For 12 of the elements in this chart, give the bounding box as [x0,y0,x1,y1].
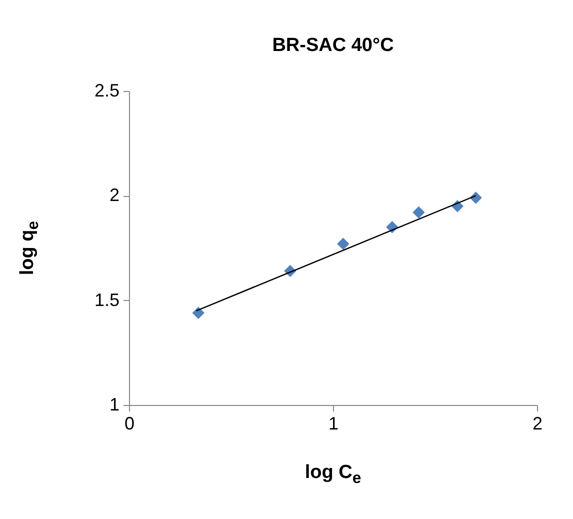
chart-title: BR-SAC 40°C [272,35,394,56]
y-tick-label: 2.5 [94,80,120,100]
point [412,206,425,219]
y-tick-label: 1.5 [94,290,120,310]
x-tick-label: 0 [124,414,135,434]
point [337,238,350,250]
x-tick-label: 1 [328,414,339,434]
y-tick-label: 2 [109,185,120,206]
y-tick-label: 1 [109,394,120,414]
point [192,306,204,320]
x-axis-title: log C$_{e}$ [304,462,362,488]
x-tick-label: 2 [532,414,543,434]
